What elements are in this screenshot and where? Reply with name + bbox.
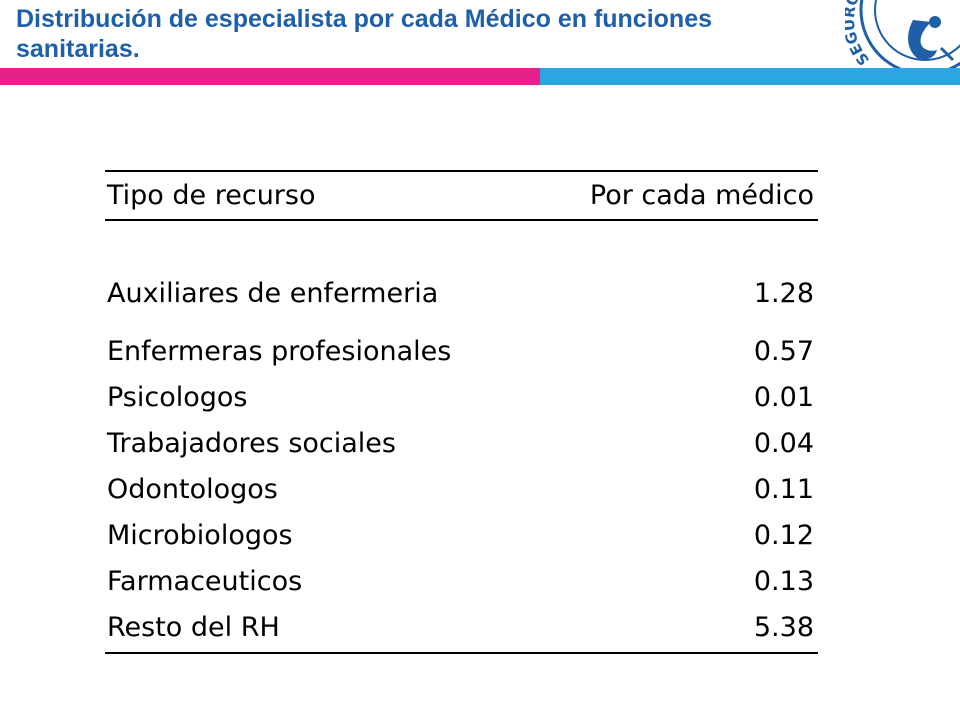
row-label: Enfermeras profesionales [107,335,452,367]
row-label: Odontologos [107,473,278,505]
row-value: 0.13 [753,565,814,597]
table-row: Auxiliares de enfermeria 1.28 [105,266,818,320]
svg-text:SEGURO SOCIAL: SEGURO SOCIAL [845,0,914,69]
table-row: Resto del RH 5.38 [105,604,818,650]
row-value: 0.04 [753,427,814,459]
row-label: Trabajadores sociales [107,427,396,459]
accent-bar-pink [0,68,540,85]
table-row: Trabajadores sociales 0.04 [105,420,818,466]
table-row: Farmaceuticos 0.13 [105,558,818,604]
column-header-tipo: Tipo de recurso [107,180,316,211]
row-value: 0.11 [753,473,814,505]
row-label: Resto del RH [107,611,280,643]
row-value: 1.28 [753,277,814,309]
accent-bar-blue [540,68,960,85]
table-row: Enfermeras profesionales 0.57 [105,328,818,374]
column-header-valor: Por cada médico [589,180,814,211]
table-bottom-rule [105,652,818,654]
table-row: Microbiologos 0.12 [105,512,818,558]
row-label: Microbiologos [107,519,293,551]
table-row: Odontologos 0.11 [105,466,818,512]
table-header-rule [105,219,818,221]
resource-table: Tipo de recurso Por cada médico Auxiliar… [105,170,818,654]
row-value: 5.38 [753,611,814,643]
row-label: Auxiliares de enfermeria [107,277,439,309]
seguro-social-logo: SEGURO SOCIAL [845,0,960,70]
row-label: Psicologos [107,381,248,413]
row-value: 0.01 [753,381,814,413]
slide-title: Distribución de especialista por cada Mé… [16,5,713,63]
row-value: 0.12 [753,519,814,551]
table-top-rule [105,170,818,172]
row-label: Farmaceuticos [107,565,303,597]
table-row: Psicologos 0.01 [105,374,818,420]
table-body: Auxiliares de enfermeria 1.28 Enfermeras… [105,221,818,650]
row-value: 0.57 [753,335,814,367]
logo-text: SEGURO SOCIAL [845,0,914,69]
table-header: Tipo de recurso Por cada médico [105,172,818,219]
